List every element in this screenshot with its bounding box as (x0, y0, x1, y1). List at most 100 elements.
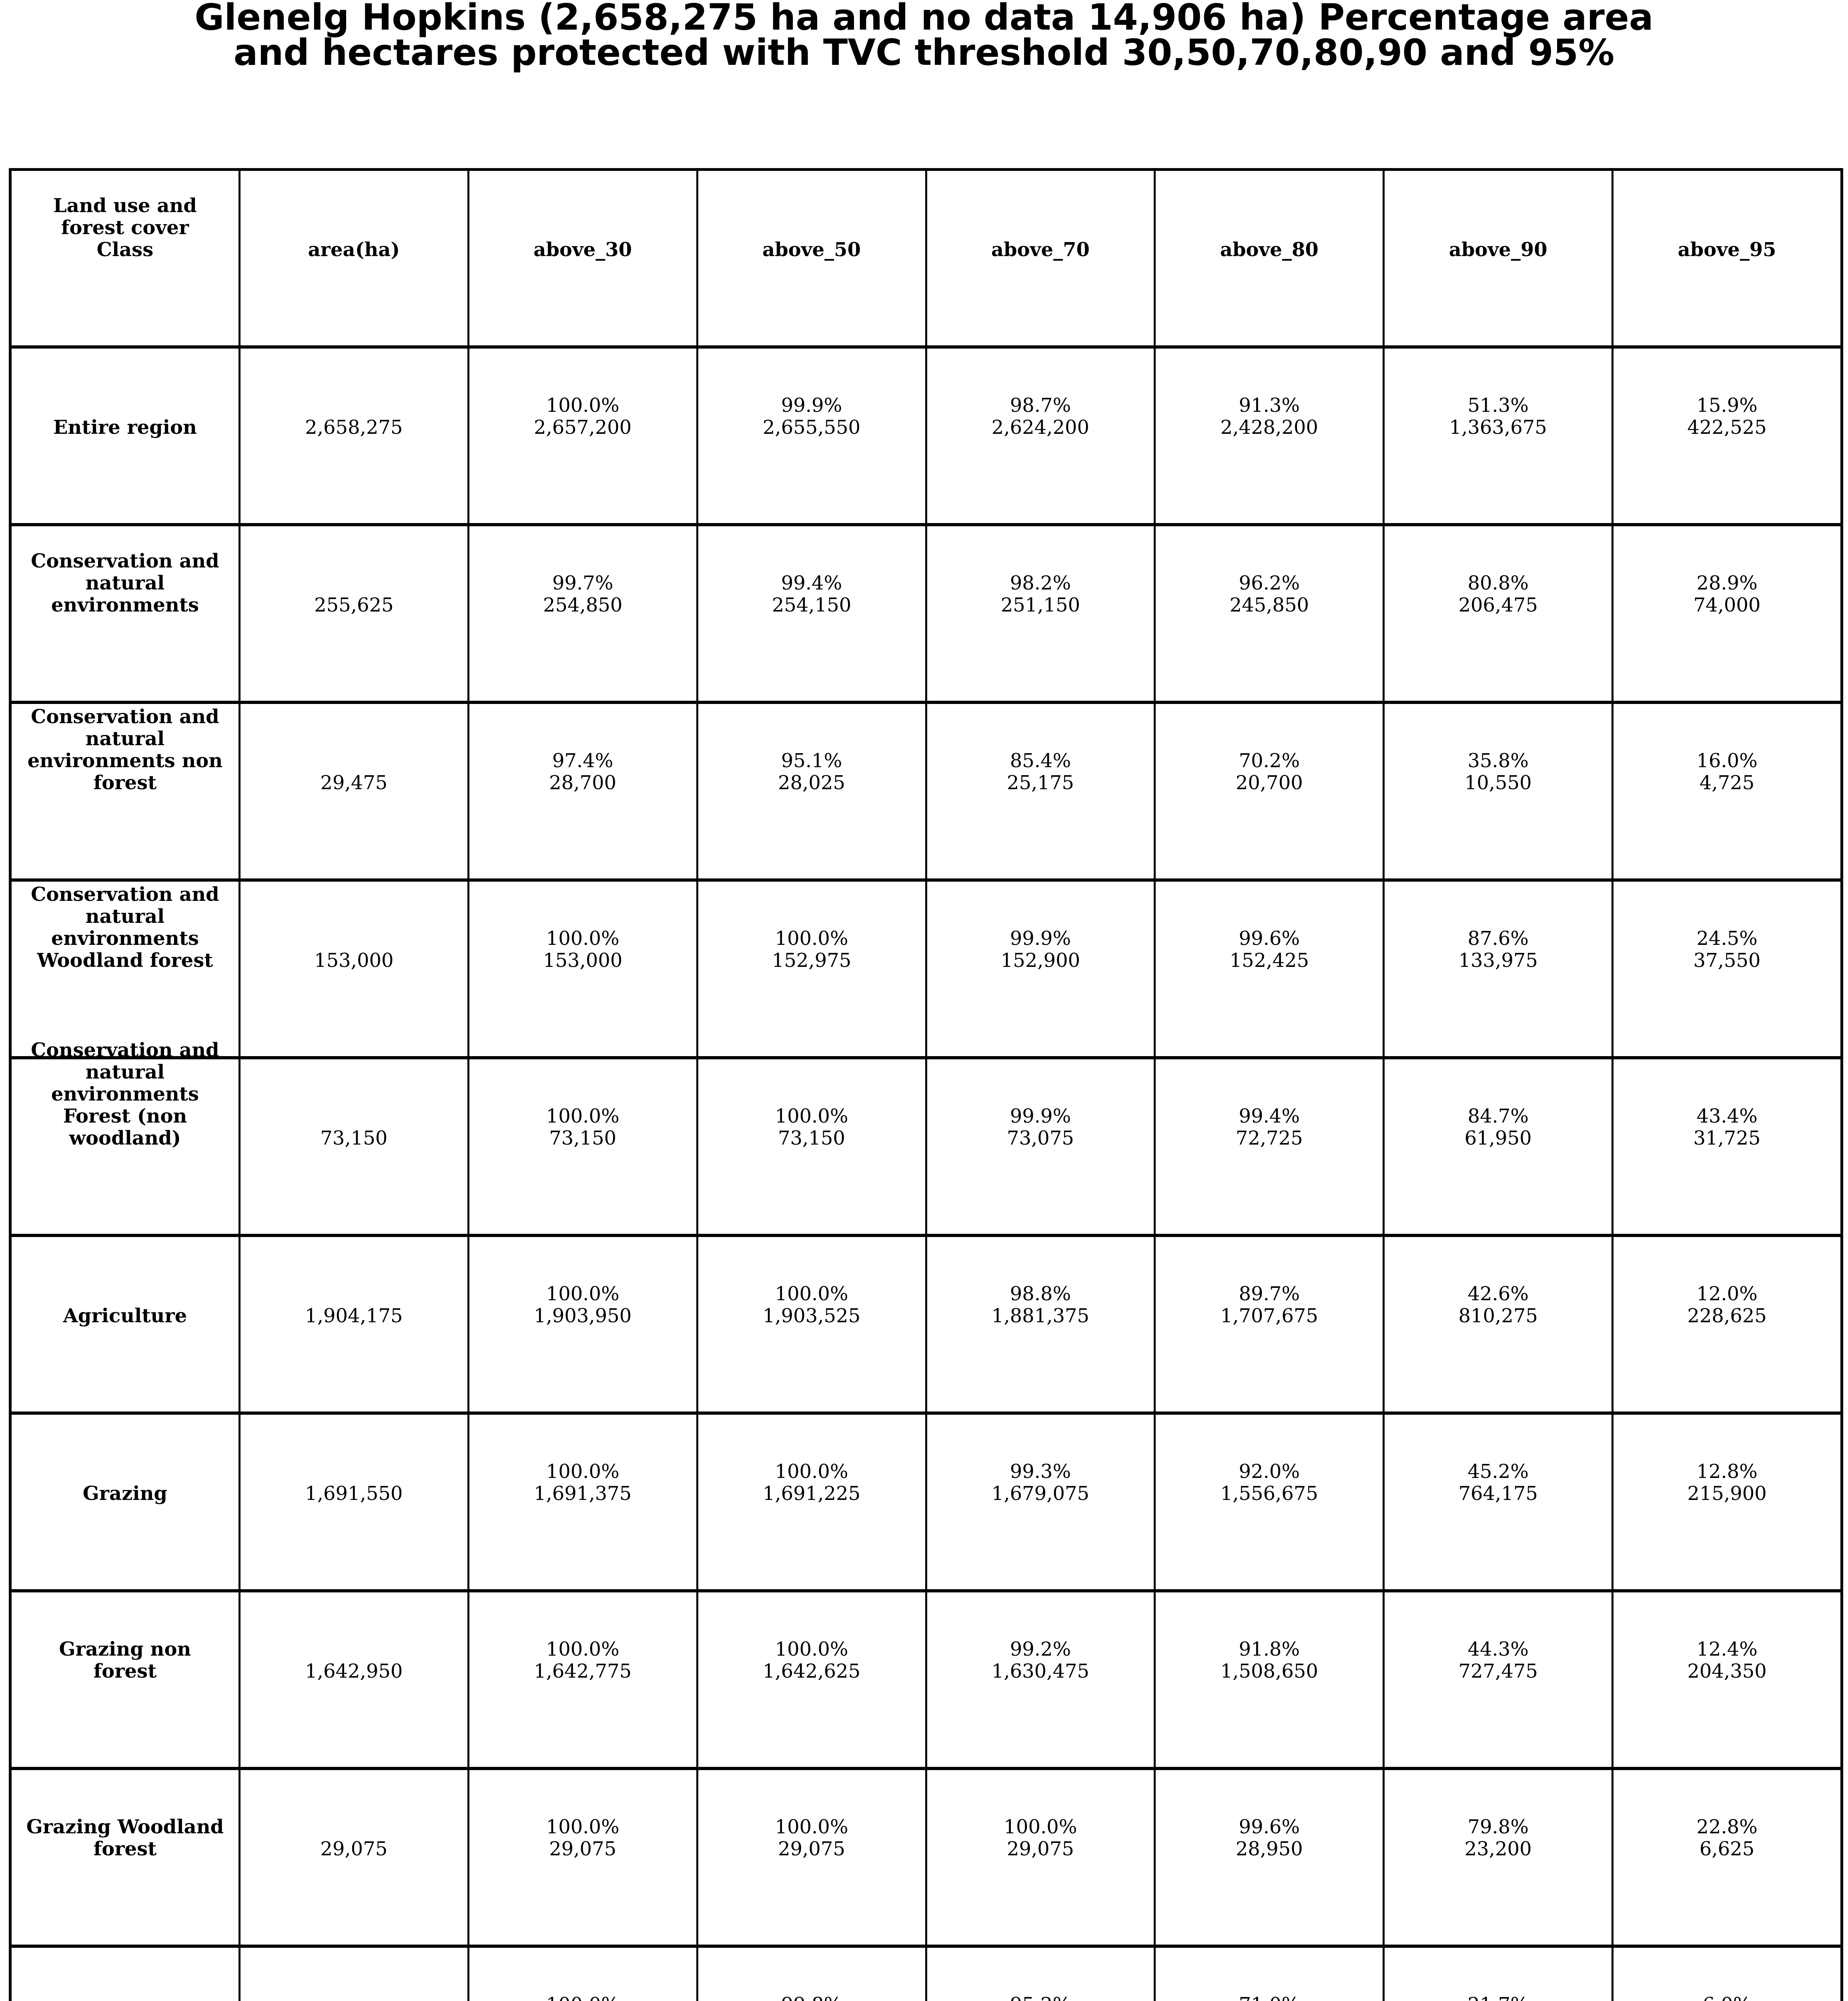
hectares-value: 254,150 (772, 593, 852, 616)
hectares-value: 1,363,675 (1449, 416, 1547, 439)
data-cell: 99.9% 73,075 (927, 1059, 1156, 1234)
data-cell: 28.9% 74,000 (1613, 526, 1840, 701)
table-row: Conservation and natural environments Fo… (12, 1039, 1840, 1237)
data-cell: 15.9% 422,525 (1613, 349, 1840, 523)
percent-value: 80.8% (1467, 571, 1529, 594)
header-label: above_80 (1220, 238, 1319, 261)
area-value: 73,150 (320, 1127, 388, 1149)
header-label: area(ha) (308, 238, 400, 261)
hectares-value: 72,725 (1235, 1127, 1303, 1149)
cell-content: 12.0% 228,625 (1617, 1283, 1837, 1327)
hectares-value: 4,725 (1699, 771, 1755, 794)
cell-content: 16.0% 4,725 (1617, 750, 1837, 794)
percent-value: 99.3% (1010, 1460, 1071, 1483)
percent-value: 99.9% (781, 394, 842, 417)
area-cell: 29,475 (241, 704, 469, 878)
data-cell: 99.6% 28,950 (1156, 1770, 1385, 1945)
table-row: Grazing 1,691,550 100.0% 1,691,375 100.0% 1,6… (12, 1415, 1840, 1592)
hectares-value: 2,655,550 (762, 416, 861, 439)
row-label: Grazing Woodland forest (26, 1815, 224, 1860)
data-cell: 44.3% 727,475 (1385, 1592, 1614, 1767)
cell-content: 22.8% 6,625 (1617, 1816, 1837, 1860)
data-cell: 85.4% 25,175 (927, 704, 1156, 878)
header-cell: above_70 (927, 171, 1156, 345)
percent-value: 44.3% (1467, 1638, 1529, 1660)
hectares-value: 10,550 (1464, 771, 1532, 794)
data-cell: 99.9% 2,655,550 (698, 349, 927, 523)
data-cell: 84.7% 61,950 (1385, 1059, 1614, 1234)
hectares-value: 1,903,525 (762, 1304, 861, 1327)
data-cell: 12.4% 204,350 (1613, 1592, 1840, 1767)
row-label: Grazing non forest (59, 1638, 191, 1682)
row-label-cell: Grazing Woodland forest (12, 1770, 241, 1945)
data-cell: 70.2% 20,700 (1156, 704, 1385, 878)
hectares-value: 251,150 (1000, 593, 1080, 616)
hectares-value: 727,475 (1458, 1660, 1538, 1682)
data-cell: 100.0% 73,150 (698, 1059, 927, 1234)
hectares-value: 23,200 (1464, 1837, 1532, 1860)
percent-value: 99.4% (781, 571, 842, 594)
data-cell: 51.3% 1,363,675 (1385, 349, 1614, 523)
row-label-cell: Entire region (12, 349, 241, 523)
data-cell: 99.6% 152,425 (1156, 882, 1385, 1056)
hectares-value: 204,350 (1687, 1660, 1767, 1682)
table-row: Agriculture 1,904,175 100.0% 1,903,950 100.0… (12, 1237, 1840, 1415)
cell-content: 21.7%45,800 (1388, 1993, 1608, 2001)
cell-content: 35.8% 10,550 (1388, 750, 1608, 794)
data-cell: 99.4% 72,725 (1156, 1059, 1385, 1234)
cell-content: 28.9% 74,000 (1617, 572, 1837, 616)
hectares-value: 133,975 (1458, 949, 1538, 972)
cell-content: 99.2% 1,630,475 (930, 1638, 1151, 1682)
cell-content: 98.2% 251,150 (930, 572, 1151, 616)
header-cell: above_50 (698, 171, 927, 345)
cell-content: 99.4% 72,725 (1159, 1105, 1379, 1149)
percent-value: 87.6% (1467, 927, 1529, 950)
hectares-value: 1,642,775 (534, 1660, 632, 1682)
percent-value: 99.9% (1010, 1105, 1071, 1127)
percent-value: 96.2% (1239, 571, 1300, 594)
cell-content: 79.8% 23,200 (1388, 1816, 1608, 1860)
data-cell: 100.0% 153,000 (469, 882, 698, 1056)
percent-value: 100.0% (473, 1993, 693, 2001)
percent-value: 100.0% (775, 1460, 848, 1483)
data-cell: 24.5% 37,550 (1613, 882, 1840, 1056)
percent-value: 99.7% (552, 571, 613, 594)
data-cell: 99.7% 254,850 (469, 526, 698, 701)
cell-content: 12.8% 215,900 (1617, 1460, 1837, 1505)
cell-content: 100.0% 1,691,225 (702, 1460, 922, 1505)
page-title: Glenelg Hopkins (2,658,275 ha and no dat… (0, 0, 1848, 71)
percent-value: 12.0% (1696, 1282, 1758, 1305)
header-cell: above_30 (469, 171, 698, 345)
data-cell: 99.9% 152,900 (927, 882, 1156, 1056)
area-cell: 1,691,550 (241, 1415, 469, 1589)
header-label: above_30 (533, 238, 632, 261)
percent-value: 100.0% (546, 1105, 619, 1127)
cell-content: 100.0% 73,150 (702, 1105, 922, 1149)
row-label: Agriculture (63, 1304, 187, 1327)
cell-content: 99.6% 152,425 (1159, 927, 1379, 972)
percent-value: 91.3% (1239, 394, 1300, 417)
percent-value: 89.7% (1239, 1282, 1300, 1305)
data-cell: 80.8% 206,475 (1385, 526, 1614, 701)
percent-value: 98.2% (1010, 571, 1071, 594)
data-cell: 91.8% 1,508,650 (1156, 1592, 1385, 1767)
area-value: 29,075 (320, 1837, 388, 1860)
data-cell: 99.2% 1,630,475 (927, 1592, 1156, 1767)
hectares-value: 152,900 (1000, 949, 1080, 972)
row-label-cell: Agriculture (12, 1237, 241, 1412)
hectares-value: 6,625 (1699, 1837, 1755, 1860)
hectares-value: 810,275 (1458, 1304, 1538, 1327)
data-cell: 45.2% 764,175 (1385, 1415, 1614, 1589)
data-cell: 95.2%200,750 (927, 1948, 1156, 2001)
header-cell: area(ha) (241, 171, 469, 345)
percent-value: 99.9% (1010, 927, 1071, 950)
row-label: Grazing (82, 1482, 168, 1505)
cell-content: 100.0% 1,642,625 (702, 1638, 922, 1682)
row-label: Conservation and natural environments Wo… (31, 883, 219, 972)
header-label: above_90 (1449, 238, 1547, 261)
row-label: Entire region (53, 416, 197, 439)
cell-content: 99.9% 73,075 (930, 1105, 1151, 1149)
area-cell: 29,075 (241, 1770, 469, 1945)
cell-content: 12.4% 204,350 (1617, 1638, 1837, 1682)
